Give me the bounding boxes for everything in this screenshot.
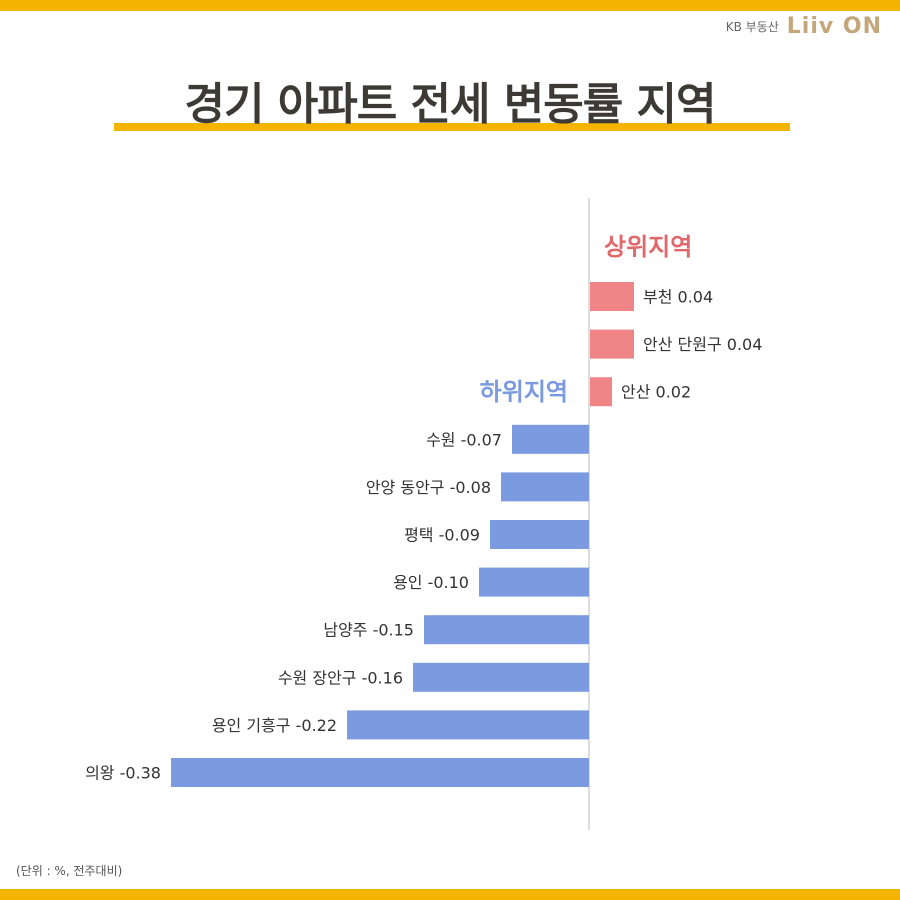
bar-2 <box>590 329 634 359</box>
bar-9 <box>413 662 589 692</box>
bar-label-5: 안양 동안구 -0.08 <box>366 478 491 497</box>
group-label-top: 상위지역 <box>604 233 692 261</box>
bar-3 <box>590 377 612 407</box>
bar-label-11: 의왕 -0.38 <box>85 764 161 783</box>
bar-label-1: 부천 0.04 <box>643 288 713 307</box>
brand-logo: Liiv ON <box>786 14 882 39</box>
bar-1 <box>590 282 634 311</box>
bar-label-4: 수원 -0.07 <box>426 430 502 449</box>
group-label-bottom: 하위지역 <box>480 378 568 406</box>
brand: KB 부동산 Liiv ON <box>726 14 882 39</box>
bar-10 <box>347 710 589 740</box>
bar-11 <box>171 758 589 787</box>
bar-6 <box>490 520 589 549</box>
bar-8 <box>424 615 589 645</box>
bar-label-6: 평택 -0.09 <box>404 526 480 545</box>
bar-4 <box>512 424 589 454</box>
bottom-accent-bar <box>0 889 900 900</box>
bar-label-7: 용인 -0.10 <box>393 573 469 592</box>
footnote: (단위 : %, 전주대비) <box>16 864 123 878</box>
bar-label-9: 수원 장안구 -0.16 <box>278 668 403 687</box>
bar-label-2: 안산 단원구 0.04 <box>643 335 762 354</box>
bar-5 <box>501 472 589 502</box>
bar-7 <box>479 567 589 597</box>
bar-label-8: 남양주 -0.15 <box>323 621 414 640</box>
title-underline <box>114 123 790 131</box>
bar-label-3: 안산 0.02 <box>621 383 691 402</box>
brand-text: KB 부동산 <box>725 20 779 34</box>
bar-label-10: 용인 기흥구 -0.22 <box>212 716 337 735</box>
top-accent-bar <box>0 0 900 11</box>
page-title: 경기 아파트 전세 변동률 지역 <box>184 79 716 130</box>
